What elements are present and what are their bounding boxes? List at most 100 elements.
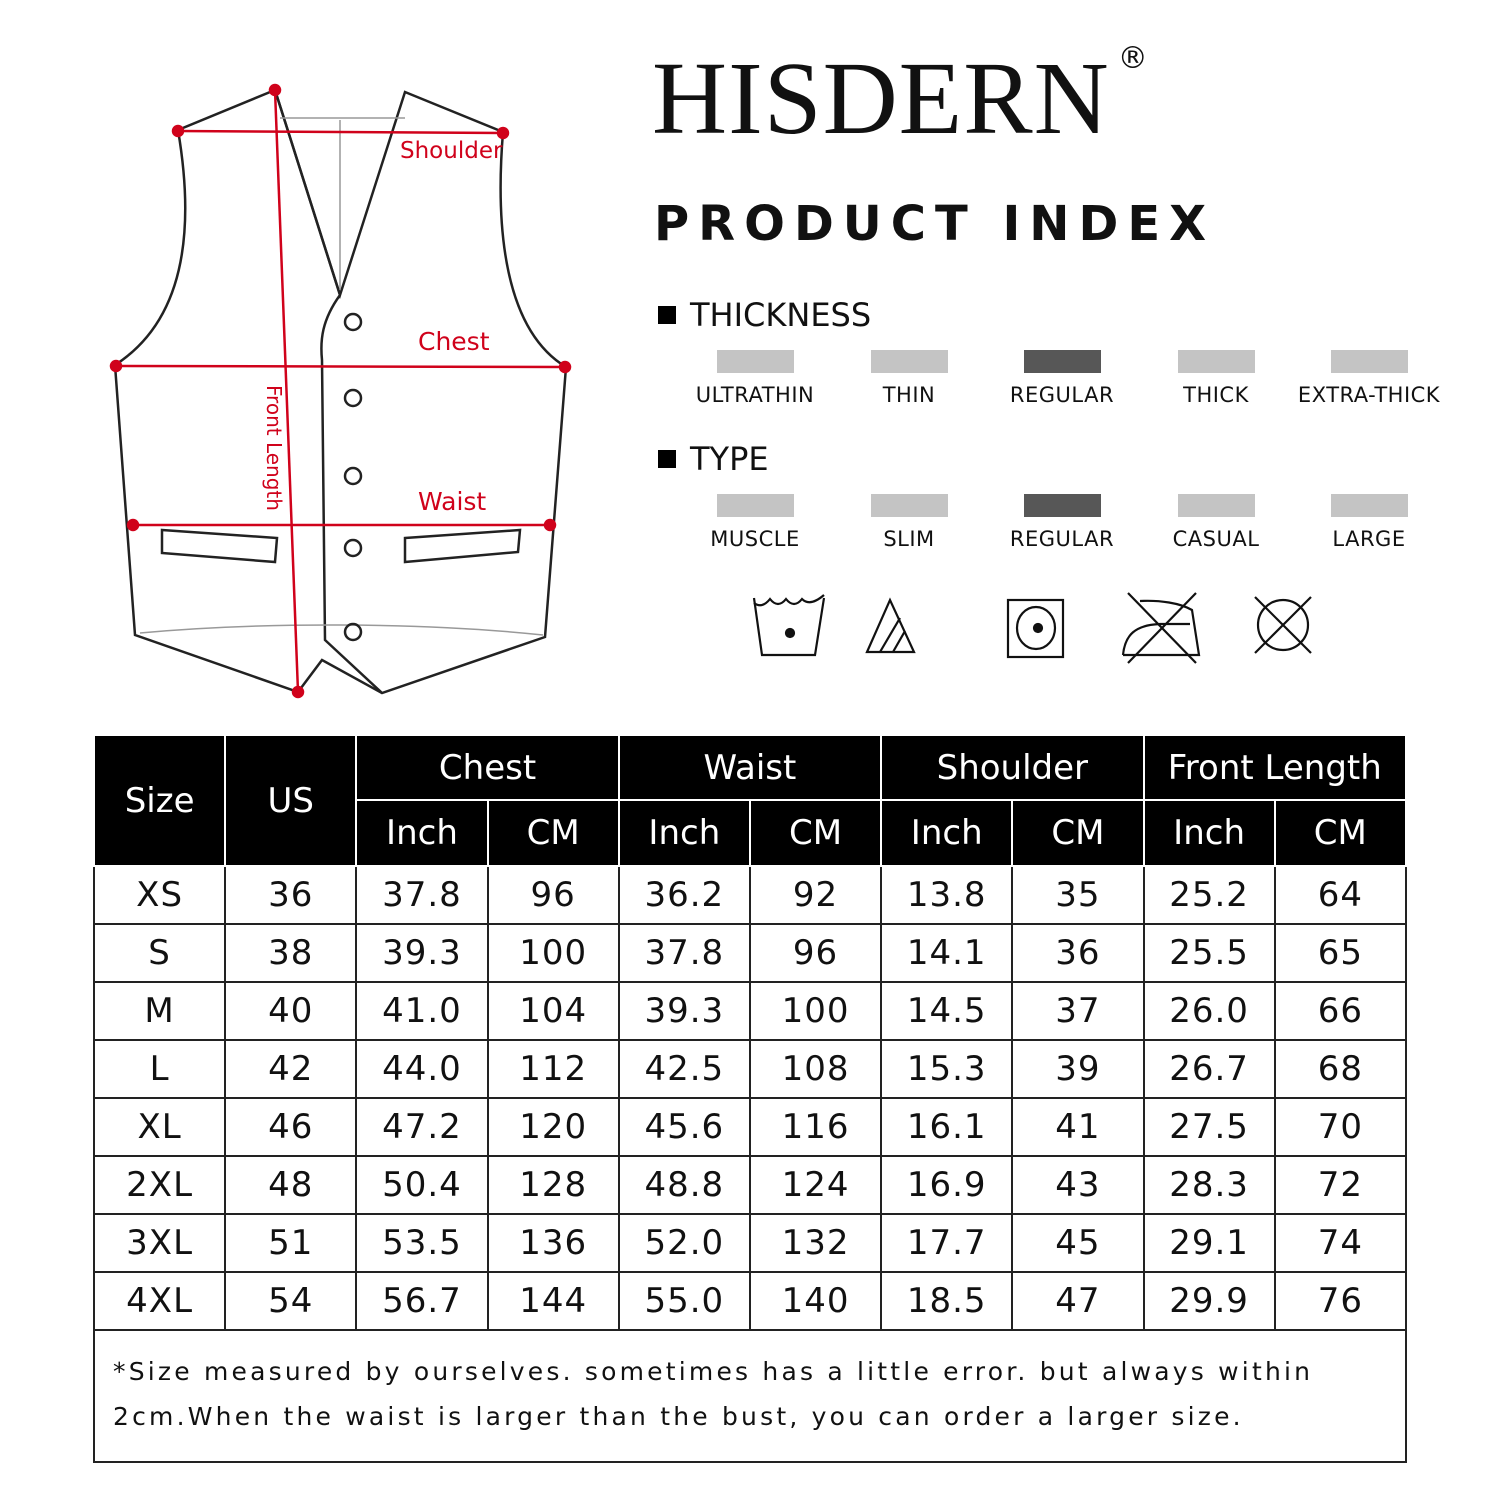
thickness-title: THICKNESS [690,296,872,334]
table-cell: 3XL [92,1213,227,1273]
table-cell: 92 [748,865,883,925]
hand-wash-icon [752,594,826,657]
type-bar [1177,494,1255,517]
table-cell: 40 [224,981,358,1041]
table-cell: 36 [1011,923,1145,983]
table-cell: 65 [1273,923,1408,983]
header-front-length: Front Length [1142,734,1407,801]
header-size: Size [92,734,227,867]
table-cell: L [92,1039,227,1099]
table-cell: 16.1 [880,1097,1014,1157]
table-cell: 140 [748,1271,883,1331]
care-icons [752,592,1312,664]
table-cell: 47.2 [355,1097,489,1157]
size-chart-table: Size US Chest Waist Shoulder Front Lengt… [92,734,1408,1463]
table-row: 4XL 54 56.7 144 55.0 140 18.5 47 29.9 76 [92,1271,1408,1331]
type-option-label: REGULAR [1009,527,1115,551]
table-cell: 132 [748,1213,883,1273]
thickness-bar [870,350,948,373]
table-cell: 48.8 [617,1155,751,1215]
table-cell: 64 [1273,865,1408,925]
table-cell: 14.5 [880,981,1014,1041]
thickness-option-label: THIN [882,383,936,407]
table-cell: 35 [1011,865,1145,925]
shoulder-label: Shoulder [400,138,503,164]
table-cell: 2XL [92,1155,227,1215]
table-cell: 96 [486,865,620,925]
table-cell: 76 [1273,1271,1408,1331]
type-option: CASUAL [1141,494,1291,551]
table-cell: 70 [1273,1097,1408,1157]
thickness-bar [1177,350,1255,373]
type-title: TYPE [690,440,769,478]
table-row: XL 46 47.2 120 45.6 116 16.1 41 27.5 70 [92,1097,1408,1157]
table-cell: 50.4 [355,1155,489,1215]
table-cell: 29.9 [1142,1271,1276,1331]
table-cell: 55.0 [617,1271,751,1331]
thickness-option-label: THICK [1183,383,1249,407]
type-option-label: LARGE [1332,527,1406,551]
do-not-dry-clean-icon [1254,596,1312,654]
thickness-bar [1023,350,1101,373]
page-title: PRODUCT INDEX [654,196,1216,252]
header-unit: CM [486,799,620,867]
type-option: SLIM [834,494,984,551]
waist-label: Waist [418,487,486,516]
brand-logo: HISDERN [652,41,1110,156]
table-cell: 48 [224,1155,358,1215]
square-bullet-icon [658,306,676,324]
vest-outline [113,88,568,695]
table-cell: 144 [486,1271,620,1331]
type-heading: TYPE [658,440,769,478]
table-row: S 38 39.3 100 37.8 96 14.1 36 25.5 65 [92,923,1408,983]
table-cell: 17.7 [880,1213,1014,1273]
table-cell: 136 [486,1213,620,1273]
type-option: REGULAR [987,494,1137,551]
table-cell: 18.5 [880,1271,1014,1331]
table-cell: 16.9 [880,1155,1014,1215]
table-cell: 47 [1011,1271,1145,1331]
measurement-lines [109,83,572,699]
front-length-label: Front Length [262,385,286,511]
table-cell: S [92,923,227,983]
table-cell: 15.3 [880,1039,1014,1099]
table-cell: 43 [1011,1155,1145,1215]
thickness-option-label: REGULAR [1009,383,1115,407]
header-unit: Inch [1142,799,1276,867]
thickness-option: THICK [1141,350,1291,407]
table-row: 3XL 51 53.5 136 52.0 132 17.7 45 29.1 74 [92,1213,1408,1273]
thickness-option-label: ULTRATHIN [695,383,815,407]
table-cell: 124 [748,1155,883,1215]
tumble-dry-icon [1006,598,1065,659]
square-bullet-icon [658,450,676,468]
no-chlorine-bleach-icon [865,597,916,654]
table-cell: 42 [224,1039,358,1099]
table-cell: 53.5 [355,1213,489,1273]
header-unit: CM [1011,799,1145,867]
header-shoulder: Shoulder [880,734,1145,801]
table-cell: 4XL [92,1271,227,1331]
table-cell: 13.8 [880,865,1014,925]
thickness-option: THIN [834,350,984,407]
table-cell: 39 [1011,1039,1145,1099]
table-cell: 96 [748,923,883,983]
table-row: XS 36 37.8 96 36.2 92 13.8 35 25.2 64 [92,865,1408,925]
table-row: 2XL 48 50.4 128 48.8 124 16.9 43 28.3 72 [92,1155,1408,1215]
table-row: M 40 41.0 104 39.3 100 14.5 37 26.0 66 [92,981,1408,1041]
table-cell: 41.0 [355,981,489,1041]
thickness-bar [716,350,794,373]
table-cell: 128 [486,1155,620,1215]
table-cell: 100 [486,923,620,983]
table-cell: 51 [224,1213,358,1273]
header-us: US [224,734,358,867]
table-cell: 37.8 [355,865,489,925]
table-cell: 44.0 [355,1039,489,1099]
table-cell: 38 [224,923,358,983]
header-waist: Waist [617,734,883,801]
table-cell: 27.5 [1142,1097,1276,1157]
size-note: *Size measured by ourselves. sometimes h… [93,1329,1407,1463]
table-cell: 116 [748,1097,883,1157]
table-cell: 39.3 [617,981,751,1041]
table-cell: 26.7 [1142,1039,1276,1099]
table-cell: 66 [1273,981,1408,1041]
